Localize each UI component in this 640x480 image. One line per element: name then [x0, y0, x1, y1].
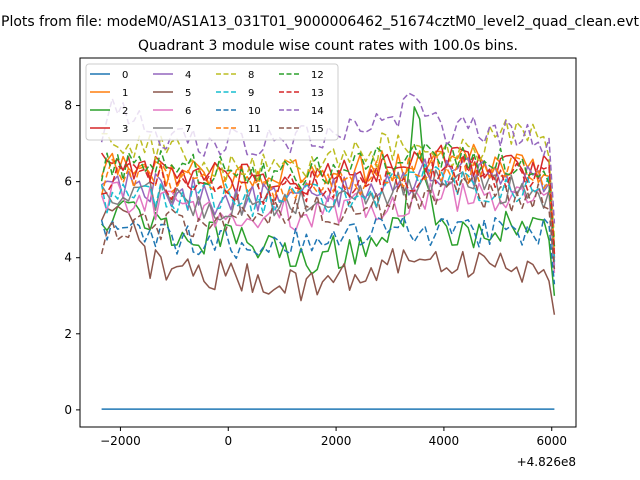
legend-label-2: 2 — [122, 106, 128, 117]
y-tick-label: 8 — [64, 99, 72, 113]
y-tick-label: 2 — [64, 327, 72, 341]
series-line-10 — [100, 215, 556, 285]
legend-label-14: 14 — [311, 106, 324, 117]
legend-label-0: 0 — [122, 70, 128, 81]
series-line-9 — [100, 164, 556, 262]
series-line-6 — [100, 180, 556, 273]
legend-label-8: 8 — [248, 70, 254, 81]
legend-label-4: 4 — [185, 70, 191, 81]
legend-label-9: 9 — [248, 88, 254, 99]
legend-label-1: 1 — [122, 88, 128, 99]
legend-label-5: 5 — [185, 88, 191, 99]
x-tick-label: −2000 — [100, 434, 141, 448]
x-offset-label: +4.826e8 — [517, 455, 576, 469]
legend-label-3: 3 — [122, 124, 128, 135]
series-line-4 — [101, 157, 556, 266]
x-tick-label: 6000 — [536, 434, 567, 448]
x-axis: −2000 0 2000 4000 6000 — [100, 427, 567, 448]
series-line-13 — [101, 153, 556, 254]
y-tick-label: 6 — [64, 175, 72, 189]
x-tick-label: 4000 — [429, 434, 460, 448]
legend-label-13: 13 — [311, 88, 324, 99]
legend-label-11: 11 — [248, 124, 261, 135]
plot-frame — [79, 57, 577, 428]
x-tick-label: 0 — [224, 434, 232, 448]
figure-suptitle: Plots from file: modeM0/AS1A13_031T01_90… — [1, 14, 639, 30]
series-line-5 — [100, 205, 556, 315]
series-line-14 — [100, 92, 556, 224]
series-line-2 — [101, 106, 556, 296]
chart-title: Quadrant 3 module wise count rates with … — [138, 38, 518, 54]
series-line-11 — [100, 149, 556, 254]
legend-label-6: 6 — [185, 106, 191, 117]
legend-label-12: 12 — [311, 70, 324, 81]
series-line-15 — [100, 174, 556, 270]
legend-label-7: 7 — [185, 124, 191, 135]
legend-label-10: 10 — [248, 106, 261, 117]
y-tick-label: 4 — [64, 251, 72, 265]
legend-label-15: 15 — [311, 124, 324, 135]
series-line-7 — [100, 169, 556, 262]
series-line-3 — [100, 144, 556, 258]
x-tick-label: 2000 — [321, 434, 352, 448]
legend-box — [85, 63, 339, 141]
series-line-12 — [100, 141, 556, 247]
y-axis: 0 2 4 6 8 — [64, 99, 80, 417]
y-tick-label: 0 — [64, 403, 72, 417]
